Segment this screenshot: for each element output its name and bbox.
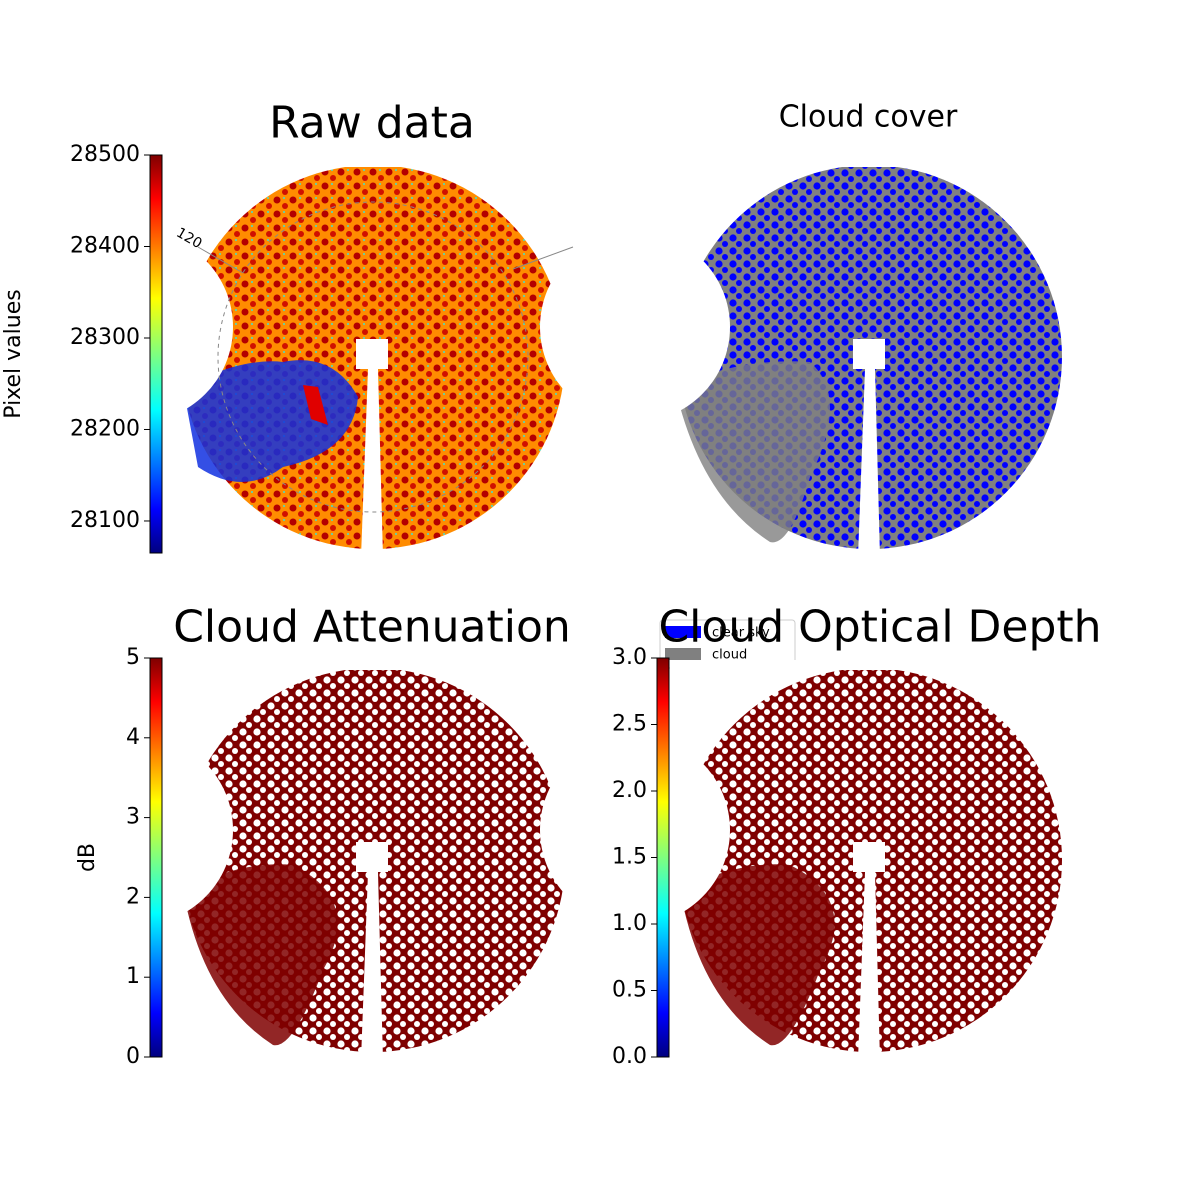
legend-swatch — [665, 626, 701, 638]
colorbar-tick-label: 0.5 — [612, 978, 647, 1003]
mask-mount — [356, 339, 388, 557]
colorbar-tick-label: 28100 — [70, 508, 140, 533]
colorbar — [656, 657, 670, 1058]
polar-spoke — [512, 246, 574, 270]
colorbar-tick-label: 2.0 — [612, 778, 647, 803]
mask-top — [670, 660, 1070, 670]
polar-spoke — [197, 246, 244, 274]
colorbar-tick-label: 0 — [126, 1044, 140, 1069]
colorbar — [149, 154, 163, 554]
colorbar-tick-label: 2 — [126, 884, 140, 909]
mask-bite — [540, 232, 730, 422]
mask-top — [173, 660, 573, 670]
colorbar-label: dB — [75, 843, 100, 872]
attenuation-region — [680, 864, 835, 1046]
colorbar-label: Pixel values — [1, 289, 26, 418]
colorbar-tick-label: 28200 — [70, 416, 140, 441]
mask-bite — [540, 735, 730, 925]
attenuation-region — [183, 864, 338, 1046]
colorbar-tick-label: 5 — [126, 645, 140, 670]
panel-title: Cloud Optical Depth — [658, 601, 1101, 652]
colorbar-tick-label: 3 — [126, 805, 140, 830]
mask-bite — [43, 735, 233, 925]
mask-mount — [853, 842, 885, 1060]
panel: Cloud Optical Depth 0.0 0.5 1.0 1.5 2.0 2.5 3.0 — [540, 601, 1102, 1069]
legend-label: cloud — [712, 648, 747, 663]
colorbar-tick-label: 4 — [126, 725, 140, 750]
colorbar-tick-label: 1 — [126, 964, 140, 989]
colorbar-tick-label: 0.0 — [612, 1044, 647, 1069]
colorbar-tick-label: 2.5 — [612, 712, 647, 737]
panel: Cloud Attenuation 0 1 2 3 4 5 dB — [43, 601, 573, 1069]
legend-swatch — [665, 648, 701, 660]
cloud-region — [675, 361, 830, 543]
colorbar — [149, 657, 163, 1058]
mask-mount — [853, 339, 885, 557]
hot-spot — [303, 385, 328, 425]
mask-top — [670, 157, 1070, 167]
panel-title: Raw data — [269, 97, 475, 148]
panel: Raw data1202810028200283002840028500Pixe… — [1, 97, 574, 557]
panel: Cloud cover clear sky cloud — [540, 100, 1070, 669]
colorbar-tick-label: 28300 — [70, 325, 140, 350]
colorbar-tick-label: 3.0 — [612, 645, 647, 670]
colorbar-tick-label: 1.5 — [612, 845, 647, 870]
legend-label: clear sky — [712, 626, 770, 641]
colorbar-tick-label: 1.0 — [612, 911, 647, 936]
mask-mount — [356, 842, 388, 1060]
panel-title: Cloud cover — [779, 100, 958, 135]
polar-ring — [217, 201, 529, 513]
colorbar-tick-label: 28400 — [70, 233, 140, 258]
colorbar-tick-label: 28500 — [70, 142, 140, 167]
panel-title: Cloud Attenuation — [173, 601, 571, 652]
mask-bite — [43, 232, 233, 422]
mask-top — [173, 157, 573, 167]
